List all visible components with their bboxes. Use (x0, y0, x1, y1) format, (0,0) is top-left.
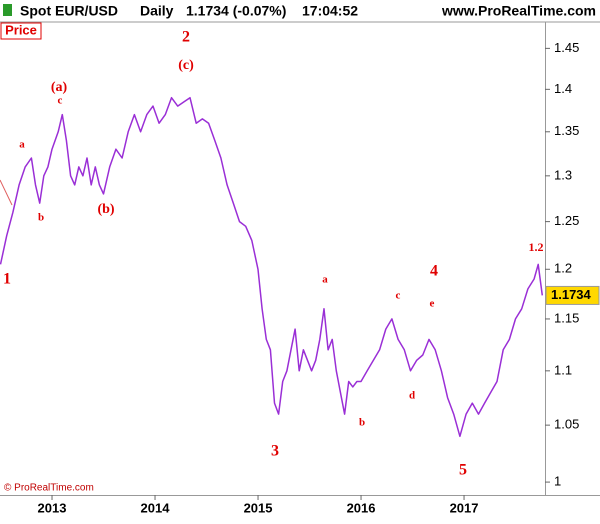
last-price-box (545, 285, 600, 305)
x-tick-label: 2017 (450, 500, 479, 515)
y-tick-label: 1.45 (554, 40, 579, 55)
logo-icon (3, 4, 12, 16)
site: www.ProRealTime.com (441, 3, 596, 19)
panel-label: Price (5, 22, 37, 37)
wave-label: 5 (459, 462, 467, 479)
copyright: © ProRealTime.com (4, 483, 94, 494)
y-tick-label: 1.35 (554, 123, 579, 138)
y-tick-label: 1.1 (554, 362, 572, 377)
y-tick-label: 1.05 (554, 417, 579, 432)
period: Daily (140, 3, 174, 19)
wave-label: 3 (271, 443, 279, 460)
wave-label: b (359, 417, 365, 429)
time: 17:04:52 (302, 3, 358, 19)
instrument: Spot EUR/USD (20, 3, 118, 19)
price-line (0, 96, 544, 438)
y-tick-label: 1.15 (554, 310, 579, 325)
y-tick-label: 1.4 (554, 81, 572, 96)
wave-label: a (19, 139, 25, 151)
wave-label: 1 (3, 271, 11, 288)
y-tick-label: 1 (554, 474, 561, 489)
wave-label: (b) (97, 202, 114, 217)
x-tick-label: 2015 (244, 500, 273, 515)
panel-label-box (0, 22, 42, 40)
wave-label: 4 (430, 263, 438, 280)
x-tick-label: 2016 (347, 500, 376, 515)
wave-label: 1.2 (529, 240, 544, 254)
wave-label: c (396, 290, 401, 302)
trend-line (0, 179, 13, 206)
quote: 1.1734 (-0.07%) (186, 3, 286, 19)
wave-label: d (409, 390, 415, 402)
wave-label: c (58, 95, 63, 107)
wave-label: (c) (178, 58, 194, 73)
wave-label: (a) (51, 80, 68, 95)
wave-label: b (38, 212, 44, 224)
y-tick-label: 1.25 (554, 213, 579, 228)
y-tick-label: 1.3 (554, 167, 572, 182)
wave-label: a (322, 274, 328, 286)
wave-label: e (430, 298, 435, 310)
x-tick-label: 2013 (38, 500, 67, 515)
wave-label: 2 (182, 29, 190, 46)
x-tick-label: 2014 (141, 500, 171, 515)
last-price-label: 1.1734 (551, 287, 592, 302)
y-tick-label: 1.2 (554, 261, 572, 276)
